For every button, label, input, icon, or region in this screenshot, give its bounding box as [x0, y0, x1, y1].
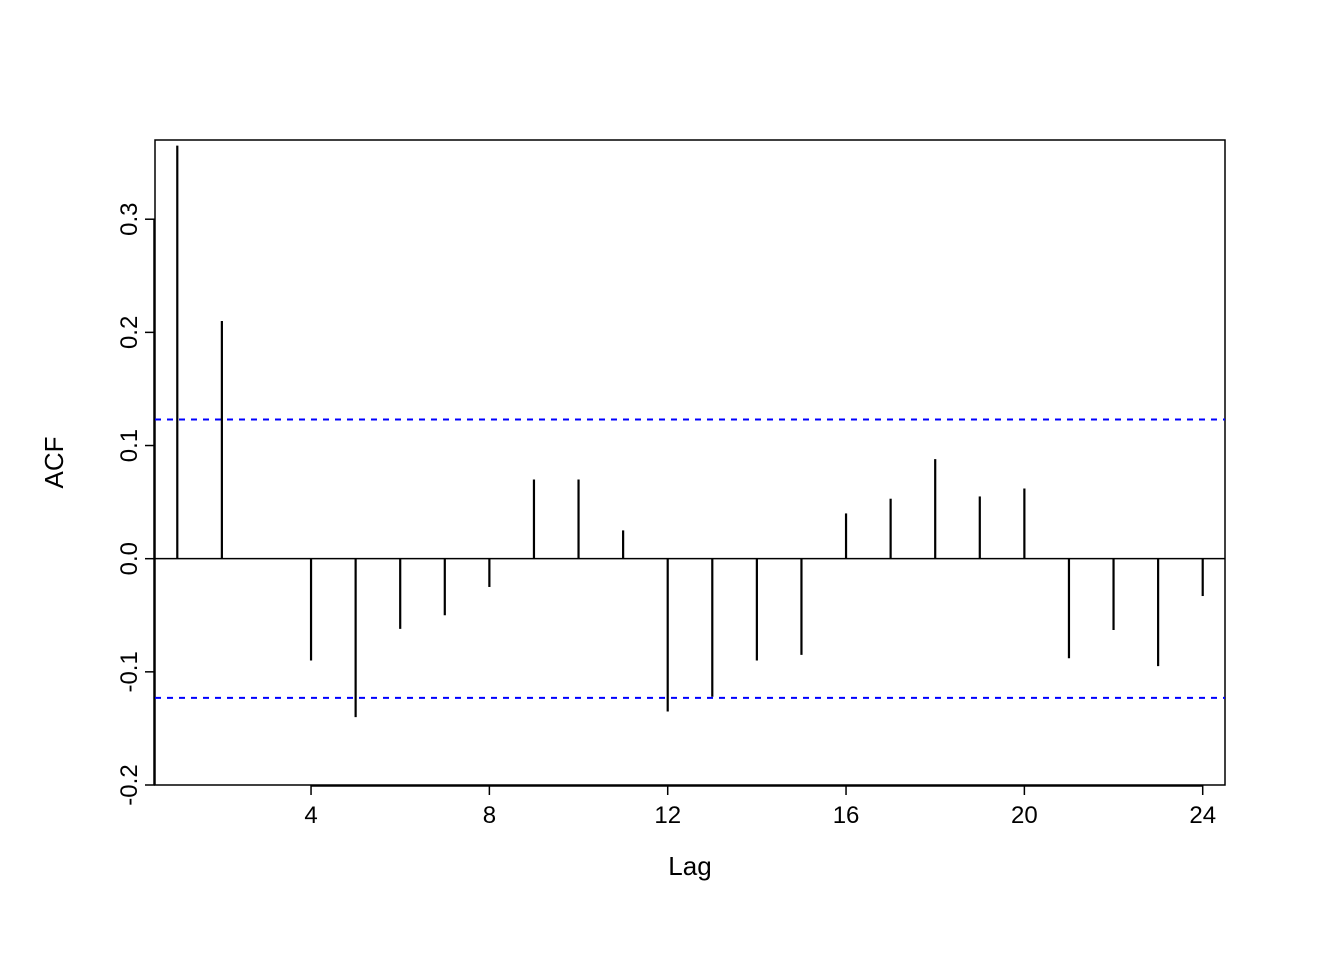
- x-tick-label: 12: [654, 802, 681, 829]
- acf-chart: 4 8 12 16 20 24 -0.2 -0.1 0.0 0.1 0.2 0.3 Lag ACF: [0, 0, 1344, 960]
- y-tick-label: 0.1: [116, 429, 143, 462]
- y-axis-label: ACF: [39, 437, 69, 489]
- x-tick-label: 20: [1011, 802, 1038, 829]
- y-tick-label: -0.2: [116, 764, 143, 805]
- x-tick-label: 4: [304, 802, 317, 829]
- y-tick-label: 0.3: [116, 203, 143, 236]
- x-tick-label: 24: [1189, 802, 1216, 829]
- x-axis-label: Lag: [668, 851, 711, 881]
- x-tick-label: 8: [483, 802, 496, 829]
- y-tick-label: 0.0: [116, 542, 143, 575]
- x-tick-label: 16: [833, 802, 860, 829]
- y-tick-label: -0.1: [116, 651, 143, 692]
- acf-svg: 4 8 12 16 20 24 -0.2 -0.1 0.0 0.1 0.2 0.3 Lag ACF: [0, 0, 1344, 960]
- plot-frame: [155, 140, 1225, 785]
- y-tick-label: 0.2: [116, 316, 143, 349]
